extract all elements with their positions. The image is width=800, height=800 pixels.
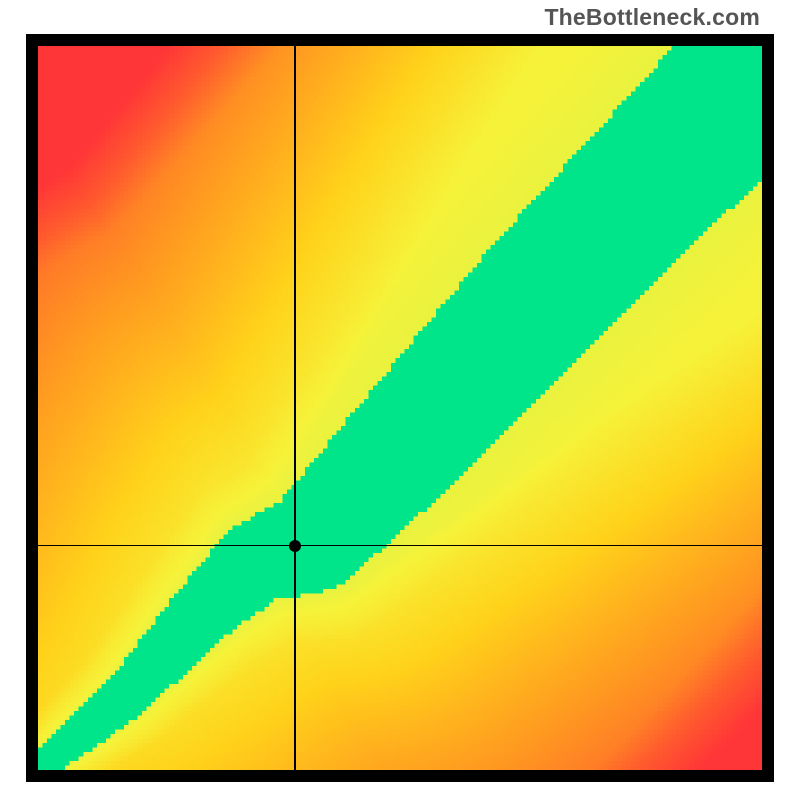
attribution-text: TheBottleneck.com bbox=[544, 4, 760, 31]
heatmap-canvas bbox=[38, 46, 762, 770]
stage: TheBottleneck.com bbox=[0, 0, 800, 800]
crosshair-horizontal bbox=[38, 545, 762, 546]
marker-dot bbox=[289, 540, 301, 552]
crosshair-vertical bbox=[294, 46, 295, 770]
